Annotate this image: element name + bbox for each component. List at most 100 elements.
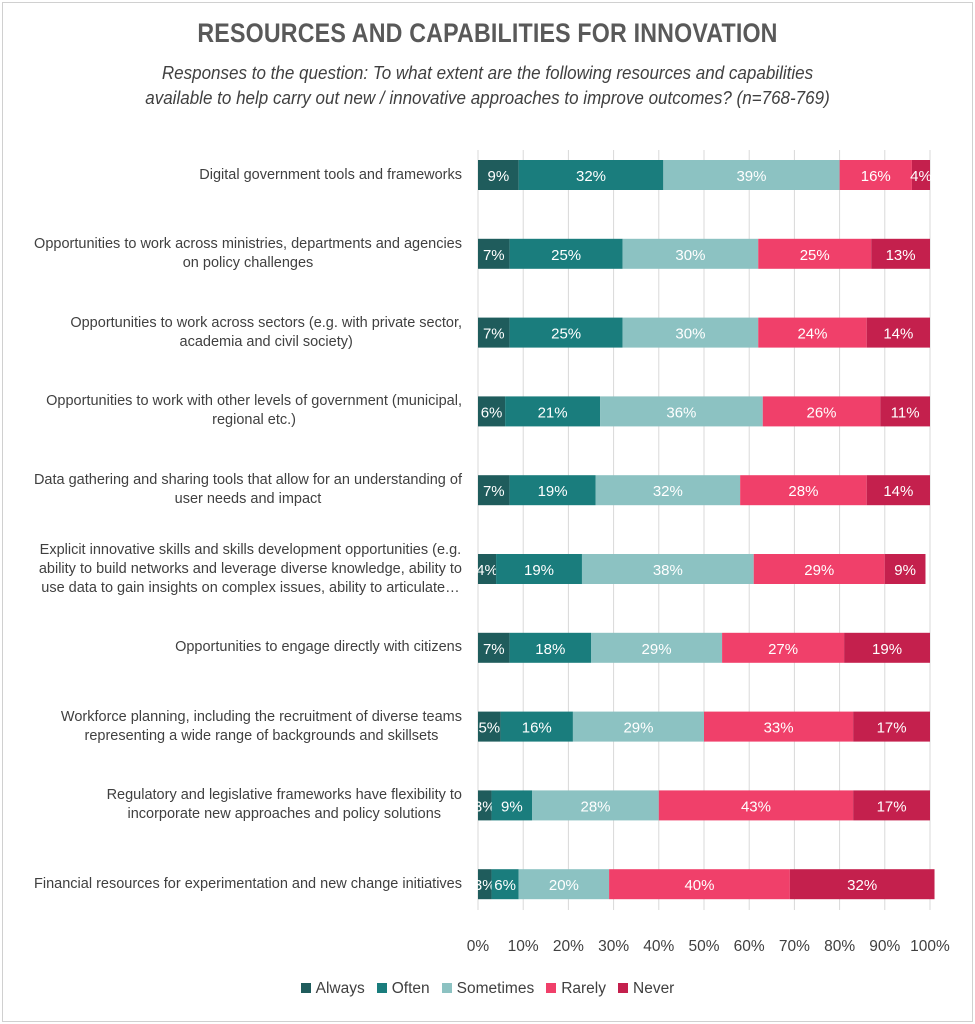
bar-never	[853, 790, 930, 821]
legend-item-often: Often	[376, 980, 430, 998]
data-label: 29%	[642, 641, 672, 658]
x-tick-label: 70%	[779, 938, 810, 955]
data-label: 7%	[483, 641, 505, 658]
x-tick-label: 0%	[467, 938, 490, 955]
bar-often	[500, 711, 573, 742]
bar-never	[866, 317, 930, 348]
bar-often	[509, 632, 591, 663]
data-label: 20%	[549, 877, 579, 894]
bar-rarely	[758, 317, 867, 348]
bar-often	[509, 475, 596, 506]
chart-legend: Always Often Sometimes Rarely Never	[0, 980, 975, 998]
legend-swatch	[618, 983, 628, 993]
category-label-text: Data gathering and sharing tools that al…	[34, 471, 462, 509]
legend-item-always: Always	[300, 980, 365, 998]
legend-item-rarely: Rarely	[546, 980, 606, 998]
category-label-line: representing a wide range of backgrounds…	[84, 727, 439, 744]
chart-subtitle: Responses to the question: To what exten…	[39, 60, 936, 110]
data-label: 11%	[891, 404, 920, 421]
bar-always	[478, 554, 497, 584]
bar-often	[518, 160, 664, 190]
category-label-line: Opportunities to work across sectors (e.…	[70, 314, 462, 331]
bar-never	[866, 475, 930, 506]
bar-rarely	[839, 160, 912, 190]
data-label: 7%	[483, 247, 505, 264]
bar-always	[478, 711, 501, 742]
category-label: Opportunities to engage directly with ci…	[0, 638, 462, 657]
data-label: 13%	[886, 247, 916, 264]
bar-often	[509, 238, 623, 269]
bar-never	[880, 396, 930, 427]
category-label-text: Digital government tools and frameworks	[199, 166, 462, 185]
data-label: 18%	[535, 641, 565, 658]
legend-swatch	[546, 983, 557, 993]
category-label: Workforce planning, including the recrui…	[0, 708, 462, 746]
category-label: Opportunities to work across sectors (e.…	[0, 314, 462, 352]
data-label: 32%	[653, 483, 683, 500]
bar-always	[478, 238, 510, 269]
bar-rarely	[609, 869, 790, 900]
data-label: 43%	[741, 798, 771, 815]
data-label: 9%	[487, 168, 509, 185]
data-label: 28%	[788, 483, 818, 500]
data-label: 39%	[736, 168, 766, 185]
category-label-line: use data to gain insights on complex iss…	[41, 579, 460, 596]
bar-never	[844, 632, 930, 663]
bar-rarely	[758, 238, 872, 269]
data-label: 25%	[800, 247, 830, 264]
legend-item-sometimes: Sometimes	[441, 980, 535, 998]
data-label: 32%	[576, 168, 606, 185]
legend-label: Rarely	[561, 980, 606, 997]
data-label: 28%	[581, 798, 611, 815]
bar-never	[853, 711, 930, 742]
data-label: 3%	[474, 877, 496, 894]
data-label: 25%	[551, 247, 581, 264]
legend-label: Never	[633, 980, 675, 997]
data-label: 30%	[675, 326, 705, 343]
data-label: 19%	[538, 483, 568, 500]
bar-sometimes	[600, 396, 763, 427]
category-label-line: Opportunities to work with other levels …	[46, 393, 462, 410]
bar-sometimes	[663, 160, 840, 190]
legend-label: Always	[315, 980, 365, 997]
category-label: Regulatory and legislative frameworks ha…	[0, 786, 462, 824]
bar-always	[478, 632, 510, 663]
category-label: Opportunities to work across ministries,…	[0, 235, 462, 273]
data-label: 5%	[478, 720, 500, 737]
data-label: 36%	[666, 404, 696, 421]
category-label-line: Workforce planning, including the recrui…	[60, 708, 462, 725]
data-label: 19%	[524, 562, 554, 579]
bar-always	[478, 475, 510, 506]
category-label-text: Workforce planning, including the recrui…	[61, 708, 462, 746]
data-label: 25%	[551, 326, 581, 343]
subtitle-line-1: Responses to the question: To what exten…	[161, 62, 814, 83]
data-label: 38%	[653, 562, 683, 579]
bar-often	[491, 790, 533, 821]
bar-sometimes	[581, 554, 754, 584]
category-label-line: Explicit innovative skills and skills de…	[39, 541, 462, 558]
bar-rarely	[704, 711, 854, 742]
bar-sometimes	[622, 317, 759, 348]
legend-swatch	[300, 983, 311, 993]
data-label: 3%	[474, 798, 496, 815]
data-label: 40%	[684, 877, 714, 894]
data-label: 16%	[861, 168, 891, 185]
data-label: 17%	[877, 798, 907, 815]
category-label-line: user needs and impact	[174, 491, 322, 508]
x-tick-label: 50%	[688, 938, 719, 955]
bar-sometimes	[595, 475, 741, 506]
data-label: 14%	[883, 483, 913, 500]
data-label: 4%	[476, 562, 498, 579]
bar-never	[911, 160, 930, 190]
data-label: 7%	[483, 483, 505, 500]
data-label: 19%	[872, 641, 902, 658]
bar-always	[478, 317, 510, 348]
legend-label: Sometimes	[456, 980, 535, 997]
category-label-text: Opportunities to work across ministries,…	[34, 235, 462, 273]
bar-sometimes	[622, 238, 759, 269]
category-label-text: Regulatory and legislative frameworks ha…	[107, 786, 462, 824]
category-label-text: Opportunities to work with other levels …	[46, 392, 462, 430]
category-label: Opportunities to work with other levels …	[0, 392, 462, 430]
data-label: 24%	[797, 326, 827, 343]
data-label: 17%	[877, 720, 907, 737]
